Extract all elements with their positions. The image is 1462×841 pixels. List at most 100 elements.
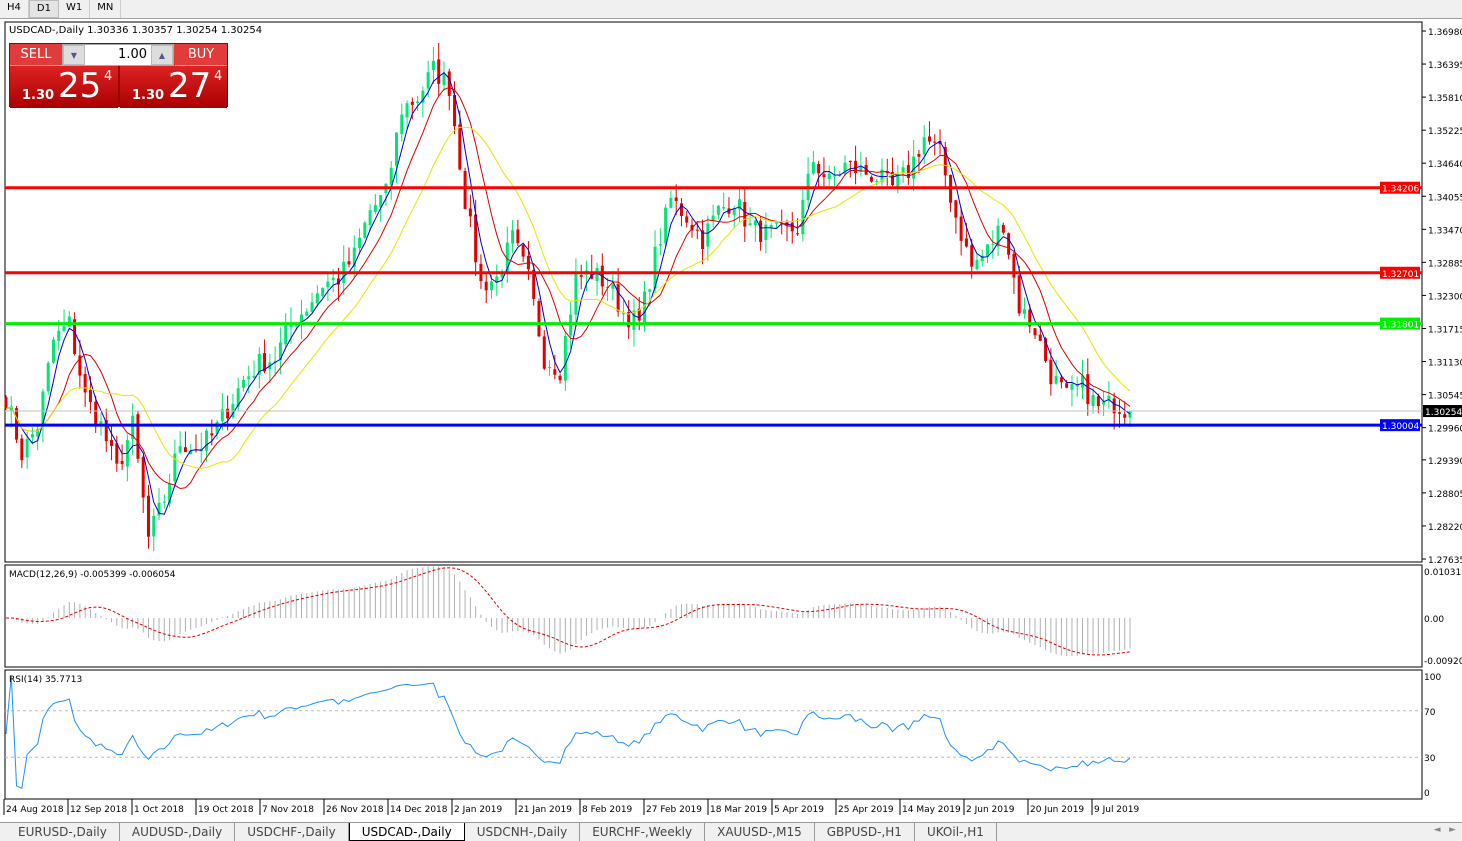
candle-body xyxy=(891,172,895,186)
candle-body xyxy=(980,255,984,262)
candle-body xyxy=(859,166,863,172)
candle-body xyxy=(405,103,409,118)
timeframe-d1[interactable]: D1 xyxy=(28,0,59,18)
symbol-tab[interactable]: USDCNH-,Daily xyxy=(465,823,581,841)
y-tick-label: 1.32300 xyxy=(1428,292,1462,302)
candle-body xyxy=(616,284,620,312)
candle-body xyxy=(162,501,166,503)
candle-body xyxy=(774,222,778,224)
candle-body xyxy=(474,214,478,263)
candle-body xyxy=(394,132,398,167)
candle-body xyxy=(595,267,599,281)
timeframe-toolbar: H4 D1 W1 MN xyxy=(0,0,1462,19)
candle-body xyxy=(294,325,298,327)
candle-body xyxy=(901,167,905,174)
candle-body xyxy=(701,230,705,250)
timeframe-h4[interactable]: H4 xyxy=(0,0,29,18)
y-tick-label: 1.29960 xyxy=(1428,425,1462,435)
symbol-tab[interactable]: GBPUSD-,H1 xyxy=(815,823,915,841)
symbol-tab[interactable]: EURUSD-,Daily xyxy=(6,823,120,841)
candle-body xyxy=(1054,375,1058,384)
candle-body xyxy=(73,319,77,354)
ma-slow-line xyxy=(5,126,1131,469)
symbol-tab[interactable]: USDCHF-,Daily xyxy=(235,823,349,841)
candle-body xyxy=(954,200,958,218)
candle-body xyxy=(226,408,230,419)
candle-body xyxy=(922,137,926,155)
candle-body xyxy=(289,323,293,328)
candle-body xyxy=(875,181,879,183)
lot-decrease-icon[interactable]: ▼ xyxy=(63,45,85,65)
buy-price-prefix: 1.30 xyxy=(132,88,165,103)
x-tick-label: 21 Jan 2019 xyxy=(518,805,572,815)
candle-body xyxy=(99,421,103,427)
candle-body xyxy=(331,277,335,281)
candle-body xyxy=(284,325,288,345)
y-tick-label: 1.34640 xyxy=(1428,160,1462,170)
candle-body xyxy=(548,367,552,369)
x-tick-label: 2 Jun 2019 xyxy=(966,805,1015,815)
candle-body xyxy=(706,223,710,247)
candle-body xyxy=(938,140,942,145)
candle-body xyxy=(389,167,393,185)
candle-body xyxy=(4,397,8,409)
candle-body xyxy=(83,373,87,393)
timeframe-w1[interactable]: W1 xyxy=(59,0,91,18)
macd-tick-label: -0.00920 xyxy=(1424,657,1462,667)
lot-increase-icon[interactable]: ▲ xyxy=(151,45,173,65)
symbol-tab[interactable]: AUDUSD-,Daily xyxy=(120,823,236,841)
macd-tick-label: 0.010311 xyxy=(1424,568,1462,578)
candle-body xyxy=(326,281,330,288)
candle-body xyxy=(379,195,383,208)
candle-body xyxy=(278,342,282,360)
candle-body xyxy=(722,206,726,209)
candle-body xyxy=(796,233,800,235)
candle-body xyxy=(36,429,40,437)
lot-size-stepper[interactable]: ▼ 1.00 ▲ xyxy=(62,44,174,66)
candle-body xyxy=(679,203,683,216)
tab-scroll-arrows[interactable]: ◄ ► xyxy=(1433,825,1456,835)
candle-body xyxy=(67,316,71,327)
candle-body xyxy=(1128,411,1132,418)
x-tick-label: 2 Jan 2019 xyxy=(454,805,502,815)
candle-body xyxy=(643,291,647,323)
candle-body xyxy=(864,165,868,175)
candle-body xyxy=(131,415,135,439)
candle-body xyxy=(157,502,161,516)
level-price-label-bg xyxy=(1380,181,1420,194)
candle-body xyxy=(168,483,172,504)
candle-body xyxy=(611,284,615,289)
y-tick-label: 1.36980 xyxy=(1428,28,1462,38)
symbol-tab[interactable]: EURCHF-,Weekly xyxy=(580,823,706,841)
level-price-label: 1.34206 xyxy=(1382,185,1419,195)
candle-body xyxy=(970,245,974,267)
candle-body xyxy=(563,336,567,381)
candle-body xyxy=(579,275,583,277)
candle-body xyxy=(1070,384,1074,390)
candle-body xyxy=(1038,334,1042,341)
candle-body xyxy=(664,207,668,244)
y-tick-label: 1.31715 xyxy=(1428,325,1462,335)
y-tick-label: 1.28805 xyxy=(1428,490,1462,500)
symbol-tab[interactable]: UKOil-,H1 xyxy=(915,823,997,841)
candle-body xyxy=(421,90,425,103)
candle-body xyxy=(832,175,836,177)
candle-body xyxy=(848,160,852,163)
candle-body xyxy=(1091,394,1095,407)
candle-body xyxy=(943,146,947,176)
candle-body xyxy=(558,375,562,381)
symbol-tab[interactable]: USDCAD-,Daily xyxy=(348,823,465,841)
candle-body xyxy=(1033,328,1037,336)
lot-size-input[interactable]: 1.00 xyxy=(118,47,147,62)
candle-body xyxy=(410,101,414,105)
symbol-tab[interactable]: XAUUSD-,M15 xyxy=(705,823,815,841)
timeframe-mn[interactable]: MN xyxy=(90,0,122,18)
candle-body xyxy=(458,124,462,170)
rsi-tick-label: 0 xyxy=(1424,789,1430,799)
candle-body xyxy=(178,446,182,453)
candle-body xyxy=(431,60,435,71)
chart-area[interactable]: 1.36980 1.36395 1.35810 1.35225 1.34640 1.340… xyxy=(0,20,1462,820)
candle-body xyxy=(880,169,884,182)
candle-body xyxy=(1044,338,1048,362)
candle-body xyxy=(927,136,931,142)
